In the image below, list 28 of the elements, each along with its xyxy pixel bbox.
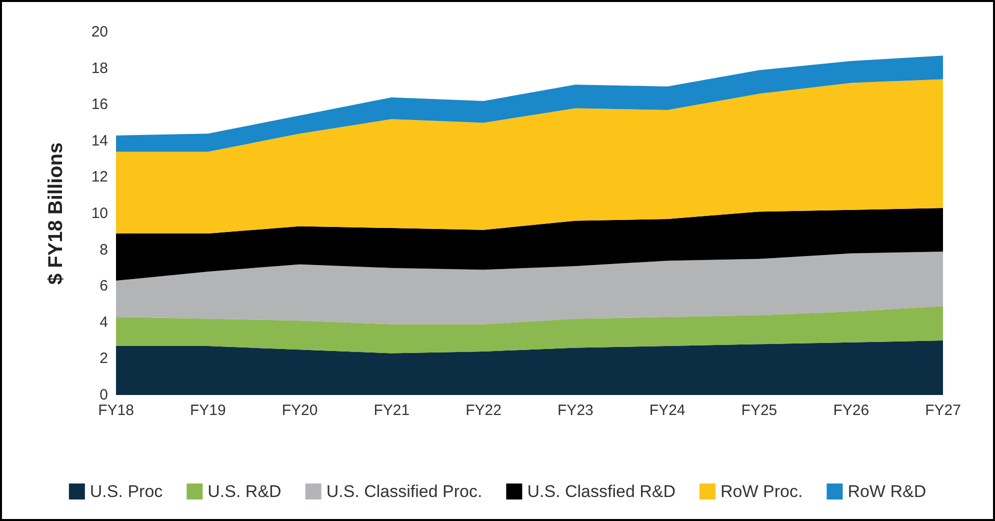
legend-label: U.S. Classfied R&D <box>527 482 676 501</box>
legend-label: RoW Proc. <box>720 482 803 501</box>
x-tick-label: FY26 <box>833 402 870 419</box>
legend-label: U.S. Classified Proc. <box>326 482 482 501</box>
x-tick-label: FY18 <box>98 402 134 419</box>
legend-label: RoW R&D <box>848 482 926 501</box>
y-axis-title: $ FY18 Billions <box>45 142 67 285</box>
x-tick-label: FY24 <box>649 402 686 419</box>
y-tick-label: 10 <box>91 205 108 222</box>
y-tick-label: 14 <box>91 132 108 150</box>
y-tick-label: 4 <box>100 314 108 331</box>
x-tick-label: FY21 <box>374 402 410 419</box>
x-tick-label: FY19 <box>190 402 226 419</box>
legend-label: U.S. Proc <box>90 482 164 501</box>
y-tick-label: 8 <box>100 241 108 258</box>
y-tick-label: 18 <box>91 60 108 77</box>
x-tick-label: FY23 <box>558 402 594 419</box>
x-tick-label: FY20 <box>282 402 318 419</box>
y-tick-label: 20 <box>91 24 108 40</box>
y-tick-label: 0 <box>100 386 108 404</box>
y-tick-label: 16 <box>91 96 108 114</box>
y-tick-label: 12 <box>91 168 108 186</box>
y-tick-label: 6 <box>100 278 108 295</box>
x-tick-label: FY27 <box>925 402 961 419</box>
x-tick-label: FY22 <box>466 402 502 419</box>
y-tick-label: 2 <box>100 350 108 368</box>
x-tick-label: FY25 <box>741 402 778 419</box>
legend-label: U.S. R&D <box>208 482 282 501</box>
